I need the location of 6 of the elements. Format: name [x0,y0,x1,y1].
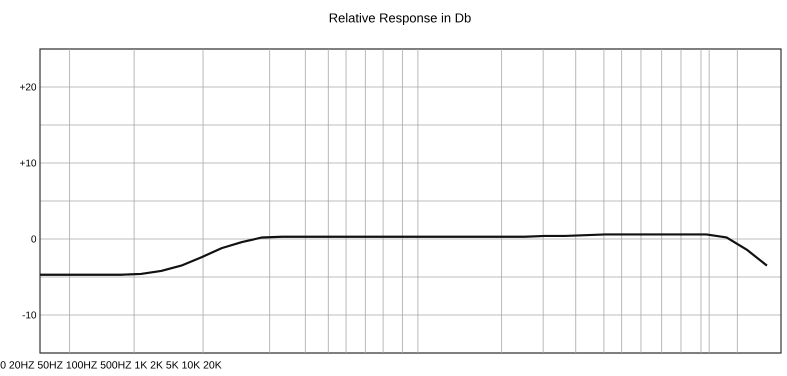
y-tick-label: 0 [31,235,36,243]
y-tick-label: +20 [20,83,36,91]
x-axis-title: 0 20HZ 50HZ 100HZ 500HZ 1K 2K 5K 10K 20K [0,361,222,369]
chart-title: Relative Response in Db [330,12,471,26]
y-tick-label: -10 [22,311,36,319]
y-tick-label: +10 [20,159,36,167]
